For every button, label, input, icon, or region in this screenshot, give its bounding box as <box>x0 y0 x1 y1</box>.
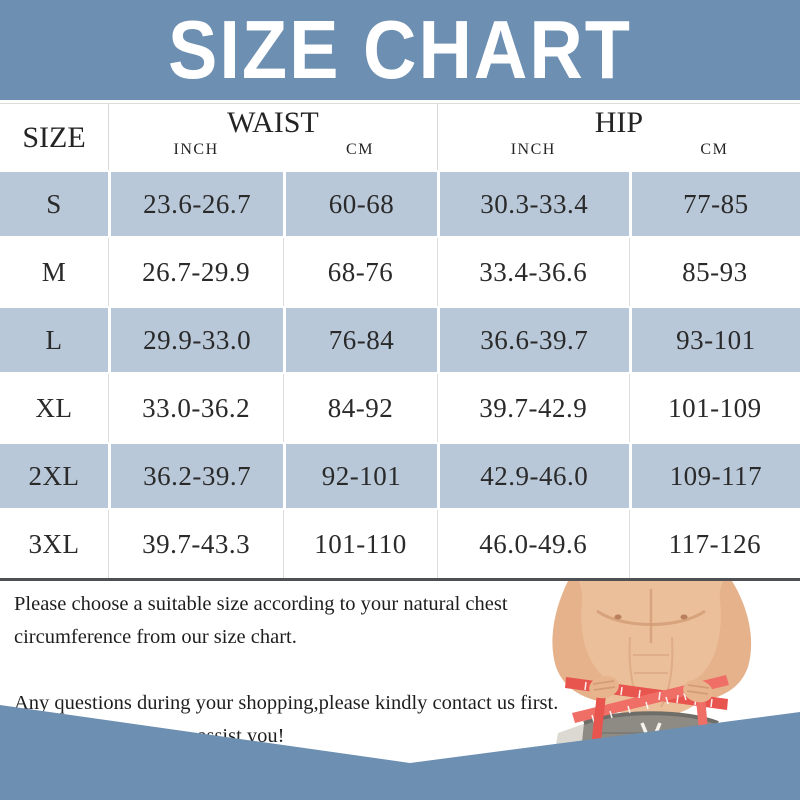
cell-hip-inch: 30.3-33.4 <box>436 172 629 236</box>
cell-waist-inch: 23.6-26.7 <box>108 172 283 236</box>
table-row-l: L 29.9-33.0 76-84 36.6-39.7 93-101 <box>0 306 800 374</box>
table-row-s: S 23.6-26.7 60-68 30.3-33.4 77-85 <box>0 170 800 238</box>
cell-hip-inch: 33.4-36.6 <box>436 238 629 306</box>
table-row-xl: XL 33.0-36.2 84-92 39.7-42.9 101-109 <box>0 374 800 442</box>
cell-size: 2XL <box>28 460 80 491</box>
cell-waist-inch: 26.7-29.9 <box>108 238 283 306</box>
cell-waist-inch: 29.9-33.0 <box>108 308 283 372</box>
banner: SIZE CHART <box>0 0 800 100</box>
size-table-body: S 23.6-26.7 60-68 30.3-33.4 77-85 M 26.7… <box>0 170 800 578</box>
cell-hip-cm: 109-117 <box>628 444 800 508</box>
cell-waist-cm: 101-110 <box>283 510 437 578</box>
cell-size: 3XL <box>28 528 80 559</box>
cell-hip-inch: 42.9-46.0 <box>436 444 629 508</box>
page-title: SIZE CHART <box>168 2 632 96</box>
table-row-m: M 26.7-29.9 68-76 33.4-36.6 85-93 <box>0 238 800 306</box>
cell-hip-cm: 85-93 <box>628 238 800 306</box>
cell-waist-cm: 60-68 <box>283 172 437 236</box>
note-line <box>14 654 554 687</box>
column-header-waist-inch: INCH <box>108 141 283 171</box>
cell-hip-cm: 101-109 <box>628 374 800 442</box>
cell-hip-inch: 46.0-49.6 <box>436 510 629 578</box>
cell-hip-inch: 36.6-39.7 <box>436 308 629 372</box>
cell-hip-cm: 77-85 <box>628 172 800 236</box>
column-header-waist-cm: CM <box>346 141 374 158</box>
table-bottom-rule <box>0 578 800 581</box>
column-group-hip: HIP <box>436 104 800 141</box>
column-group-waist: WAIST <box>108 104 437 141</box>
table-row-2xl: 2XL 36.2-39.7 92-101 42.9-46.0 109-117 <box>0 442 800 510</box>
cell-hip-cm: 93-101 <box>628 308 800 372</box>
column-header-hip-inch: INCH <box>436 141 629 171</box>
cell-waist-cm: 84-92 <box>283 374 437 442</box>
cell-waist-cm: 92-101 <box>283 444 437 508</box>
cell-size: XL <box>35 392 73 423</box>
cell-size: S <box>46 188 62 219</box>
column-header-size: SIZE <box>22 120 86 154</box>
note-line: Please choose a suitable size according … <box>14 593 508 615</box>
cell-hip-inch: 39.7-42.9 <box>436 374 629 442</box>
cell-hip-cm: 117-126 <box>628 510 800 578</box>
table-row-3xl: 3XL 39.7-43.3 101-110 46.0-49.6 117-126 <box>0 510 800 578</box>
size-table-header: SIZE WAIST HIP INCH CM INCH CM <box>0 103 800 171</box>
note-line: Any questions during your shopping,pleas… <box>14 692 559 714</box>
cell-size: M <box>41 256 67 287</box>
cell-waist-cm: 68-76 <box>283 238 437 306</box>
cell-waist-inch: 39.7-43.3 <box>108 510 283 578</box>
cell-waist-inch: 33.0-36.2 <box>108 374 283 442</box>
cell-waist-inch: 36.2-39.7 <box>108 444 283 508</box>
column-header-hip-cm: CM <box>700 141 729 158</box>
cell-waist-cm: 76-84 <box>283 308 437 372</box>
note-line: circumference from our size chart. <box>14 626 297 648</box>
cell-size: L <box>45 324 63 355</box>
